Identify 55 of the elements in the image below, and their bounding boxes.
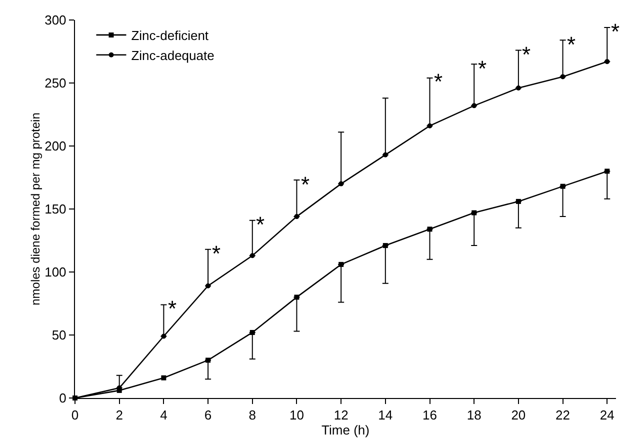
legend-label: Zinc-deficient	[131, 28, 209, 44]
x-tick-label: 20	[511, 408, 526, 423]
point	[206, 358, 211, 363]
annotation: *	[478, 56, 487, 81]
x-tick-label: 4	[160, 408, 168, 423]
x-tick-label: 2	[116, 408, 123, 423]
point	[560, 184, 566, 189]
y-tick-label: 50	[52, 328, 66, 343]
point	[472, 103, 477, 108]
point	[161, 334, 166, 339]
point	[294, 294, 300, 300]
annotation: *	[611, 19, 620, 44]
x-tick-label: 18	[466, 408, 482, 423]
point	[604, 168, 610, 174]
point	[516, 86, 521, 91]
annotation: *	[301, 172, 310, 197]
point	[338, 262, 344, 267]
x-tick-label: 0	[71, 408, 79, 423]
x-tick-label: 14	[378, 408, 393, 423]
point	[382, 243, 388, 248]
y-axis-title: nmoles diene formed per mg protein	[28, 112, 43, 306]
point	[516, 198, 521, 204]
point	[206, 283, 211, 288]
legend-label: Zinc-adequate	[131, 48, 214, 63]
annotation: *	[522, 42, 531, 67]
x-axis-title: Time (h)	[322, 422, 370, 438]
annotation: *	[567, 32, 576, 57]
y-tick-label: 150	[44, 202, 66, 217]
point	[161, 375, 166, 380]
x-tick-label: 22	[556, 408, 570, 423]
point	[472, 210, 477, 216]
x-tick-label: 16	[422, 408, 437, 423]
x-tick-label: 8	[248, 408, 256, 423]
y-tick-label: 100	[44, 264, 66, 280]
y-tick-label: 300	[44, 12, 66, 28]
point	[604, 59, 610, 64]
point	[382, 152, 388, 158]
point	[250, 330, 255, 335]
point	[427, 226, 432, 232]
x-tick-label: 6	[204, 408, 212, 423]
annotation: *	[212, 241, 221, 266]
point	[427, 123, 432, 128]
y-tick-label: 250	[44, 76, 66, 91]
point	[560, 74, 566, 80]
annotation: *	[168, 296, 177, 321]
point	[338, 181, 344, 186]
x-tick-label: 10	[289, 408, 304, 423]
point	[294, 214, 300, 220]
y-tick-label: 200	[44, 138, 66, 154]
y-tick-label: 0	[59, 390, 66, 406]
point	[250, 253, 255, 258]
annotation: *	[256, 212, 265, 237]
x-tick-label: 12	[334, 408, 348, 423]
x-tick-label: 24	[600, 408, 614, 423]
annotation: *	[434, 69, 443, 94]
